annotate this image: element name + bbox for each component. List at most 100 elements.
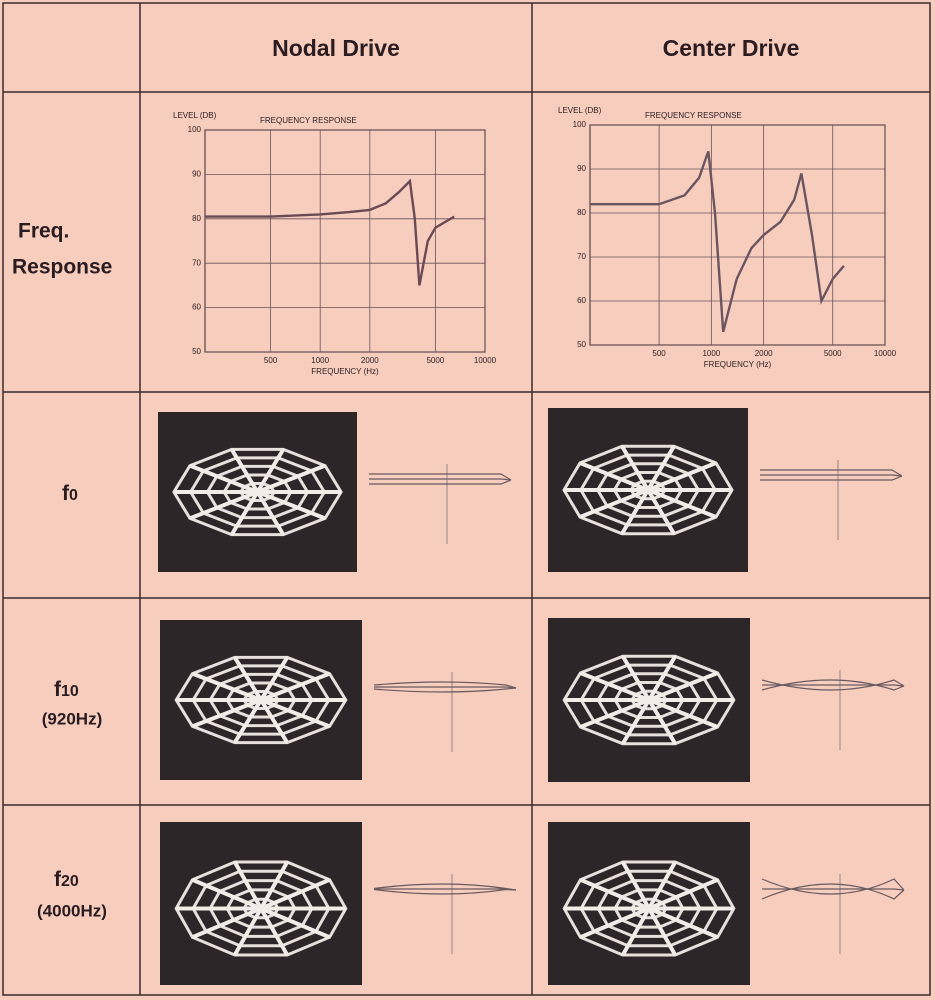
web-spoke xyxy=(256,490,326,521)
web-spoke xyxy=(620,488,650,535)
web-spoke xyxy=(233,698,263,744)
trace-line xyxy=(759,474,903,477)
web-spoke xyxy=(647,698,677,745)
web-spoke xyxy=(648,671,719,702)
web-spoke xyxy=(259,698,289,744)
row-note: (4000Hz) xyxy=(37,901,107,920)
photo xyxy=(160,620,362,780)
y-tick-label: 50 xyxy=(577,340,586,349)
trace-line xyxy=(760,475,903,481)
trace-line xyxy=(373,681,517,689)
y-tick-label: 80 xyxy=(577,208,586,217)
trace-line xyxy=(761,878,905,895)
trace-line xyxy=(373,883,517,891)
chart-title: FREQUENCY RESPONSE xyxy=(260,116,357,125)
web-spoke xyxy=(621,698,651,745)
data-line xyxy=(205,178,455,286)
data-line xyxy=(590,151,845,333)
web-spoke xyxy=(648,877,719,911)
web-spoke xyxy=(191,877,262,911)
photo-bg xyxy=(160,822,362,985)
x-tick-label: 1000 xyxy=(311,356,329,365)
web-spoke xyxy=(648,906,719,940)
web-spoke xyxy=(191,698,262,729)
photo-bg xyxy=(548,822,750,985)
web-spoke xyxy=(646,445,676,492)
web-spoke xyxy=(191,906,262,940)
web-spoke xyxy=(191,671,262,702)
trace-line xyxy=(368,478,512,481)
web-spoke xyxy=(233,861,263,910)
web-spoke xyxy=(579,698,650,729)
photo xyxy=(548,618,750,782)
web-spoke xyxy=(233,656,263,702)
web-spoke xyxy=(229,448,260,494)
y-tick-label: 90 xyxy=(192,170,201,179)
trace-line xyxy=(760,469,903,477)
web-spoke xyxy=(648,698,719,729)
web-spoke xyxy=(189,490,259,521)
row-label-sub: 20 xyxy=(61,873,79,890)
web-spoke xyxy=(647,861,677,910)
side-trace xyxy=(761,670,905,750)
web-spoke xyxy=(255,448,286,494)
web-spoke xyxy=(229,490,260,536)
row-label-main: f xyxy=(54,868,62,891)
web-spoke xyxy=(233,907,263,956)
web-spoke xyxy=(260,906,331,940)
web-spoke xyxy=(579,461,649,492)
y-tick-label: 100 xyxy=(188,125,202,134)
web-spoke xyxy=(621,861,651,910)
web-spoke xyxy=(647,907,677,956)
row-label: f10 xyxy=(54,678,79,701)
row-label-main: f xyxy=(54,678,62,701)
y-tick-label: 70 xyxy=(577,252,586,261)
row-label: Freq. xyxy=(18,220,69,243)
photo xyxy=(548,822,750,985)
row-label: Response xyxy=(12,256,112,279)
x-tick-label: 10000 xyxy=(874,349,897,358)
web-spoke xyxy=(189,463,259,494)
web-spoke xyxy=(579,906,650,940)
web-spoke xyxy=(255,490,286,536)
x-tick-label: 500 xyxy=(652,349,666,358)
trace-line xyxy=(374,888,517,891)
web-spoke xyxy=(259,907,289,956)
web-spoke xyxy=(579,671,650,702)
web-spoke xyxy=(647,461,717,492)
photo xyxy=(548,408,748,572)
x-axis-label: FREQUENCY (Hz) xyxy=(311,367,379,376)
y-tick-label: 50 xyxy=(192,347,201,356)
side-trace xyxy=(373,874,517,954)
x-tick-label: 1000 xyxy=(702,349,720,358)
column-header: Center Drive xyxy=(663,35,800,61)
x-tick-label: 2000 xyxy=(755,349,773,358)
y-tick-label: 90 xyxy=(577,164,586,173)
web-spoke xyxy=(621,655,651,702)
web-spoke xyxy=(647,655,677,702)
side-trace xyxy=(368,464,512,544)
y-axis-label: LEVEL (DB) xyxy=(173,111,217,120)
y-tick-label: 100 xyxy=(573,120,587,129)
y-tick-label: 60 xyxy=(577,296,586,305)
web-spoke xyxy=(260,698,331,729)
x-tick-label: 500 xyxy=(264,356,278,365)
trace-line xyxy=(761,883,905,900)
trace-line xyxy=(368,479,512,485)
web-spoke xyxy=(259,861,289,910)
x-tick-label: 10000 xyxy=(474,356,497,365)
trace-line xyxy=(762,888,905,891)
row-label-sub: 0 xyxy=(69,487,78,504)
web-spoke xyxy=(260,877,331,911)
side-trace xyxy=(761,874,905,954)
web-spoke xyxy=(646,488,676,535)
side-trace xyxy=(759,460,903,540)
y-axis-label: LEVEL (DB) xyxy=(558,106,602,115)
web-spoke xyxy=(647,488,717,519)
x-tick-label: 5000 xyxy=(824,349,842,358)
web-spoke xyxy=(259,656,289,702)
